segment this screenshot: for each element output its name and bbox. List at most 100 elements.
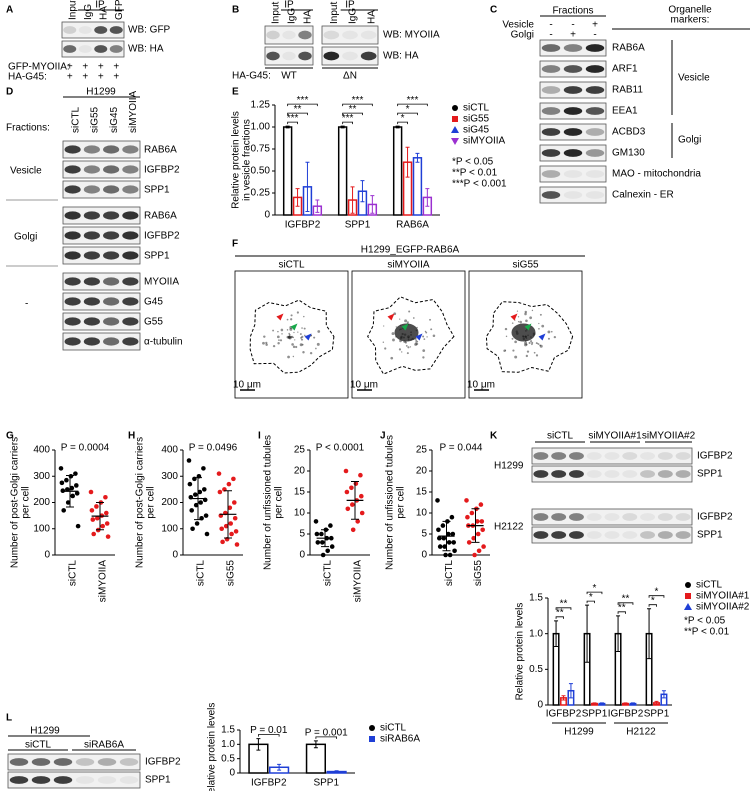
speckle: [399, 318, 401, 320]
legend-label: siCTL: [696, 580, 723, 591]
band: [622, 452, 638, 460]
speckle: [538, 327, 540, 330]
band: [585, 149, 605, 157]
error-bar: [554, 620, 559, 648]
point: [359, 510, 365, 516]
speckle: [422, 335, 425, 338]
arrow: [290, 323, 298, 331]
x-tick-label: SPP1: [345, 220, 371, 231]
point: [201, 466, 206, 471]
band: [83, 337, 100, 346]
band: [551, 531, 567, 539]
point: [465, 514, 470, 520]
legend-label: siMYOIIA: [463, 136, 506, 147]
speckle: [528, 341, 531, 345]
x-tick-label: SPP1: [313, 778, 339, 789]
y-tick-label: 5: [421, 529, 427, 540]
condition-sign: +: [67, 62, 73, 73]
speckle: [281, 333, 283, 335]
condition-sign: -: [549, 20, 552, 31]
cell-line: H1299: [30, 726, 60, 737]
panel-letter: J: [380, 431, 386, 442]
speckle: [512, 349, 515, 352]
speckle: [303, 315, 305, 318]
point: [350, 527, 356, 533]
ip-label: IP: [95, 0, 105, 11]
point: [220, 539, 225, 545]
error-bar: [305, 161, 310, 212]
y-tick-label: 20: [294, 466, 306, 477]
speckle: [424, 330, 427, 333]
speckle: [392, 338, 395, 342]
blot-label: IGFBP2: [145, 757, 181, 768]
y-axis-label: Number of unfissioned tubules: [263, 435, 274, 570]
x-tick-label: IGFBP2: [285, 220, 321, 231]
band: [604, 513, 620, 521]
band: [568, 470, 584, 478]
band: [64, 211, 81, 220]
significance-bracket: [287, 121, 298, 125]
point: [189, 508, 194, 513]
y-tick-label: 1.0: [529, 628, 543, 639]
speckle: [529, 316, 533, 320]
legend-label: siMYOIIA#2: [696, 602, 750, 613]
band: [75, 758, 95, 766]
y-axis-label: per cell: [396, 486, 407, 518]
point: [437, 535, 442, 541]
arrow: [276, 313, 284, 321]
band: [640, 531, 656, 539]
blot: [531, 447, 693, 465]
speckle: [422, 349, 426, 352]
point: [440, 523, 446, 528]
speckle: [422, 356, 425, 359]
blot-label: α-tubulin: [144, 337, 183, 348]
blot-label: MAO - mitochondria: [612, 169, 701, 180]
y-tick-label: 0: [299, 550, 305, 561]
lane-label: HA: [366, 10, 377, 24]
band: [103, 277, 120, 286]
band: [585, 170, 605, 178]
error-bar: [370, 195, 375, 214]
y-axis-label: in vesicle fractions: [242, 119, 253, 201]
y-tick-label: 0: [44, 550, 50, 561]
blot-label: G55: [144, 317, 163, 328]
lane-label: GFP: [114, 0, 125, 20]
blot-label: GM130: [612, 148, 645, 159]
blot-label: WB: HA: [128, 44, 164, 55]
y-tick-label: 10: [416, 508, 428, 519]
band: [585, 65, 605, 73]
lane-label: Input: [67, 0, 78, 20]
point: [479, 519, 485, 524]
significance-label: ***: [407, 95, 419, 106]
error-bar: [654, 700, 659, 705]
point: [90, 517, 96, 522]
speckle: [407, 346, 410, 349]
panel-letter: E: [232, 87, 239, 98]
blot: [264, 25, 314, 45]
speckle: [517, 321, 520, 323]
arrow: [415, 333, 423, 341]
band: [657, 513, 673, 521]
note: *P < 0.05: [684, 616, 726, 627]
y-axis-label: Number of post-Golgi carriers: [135, 437, 146, 568]
blot-label: IGFBP2: [697, 512, 733, 523]
speckle: [292, 345, 296, 349]
lane-label: siMYOIIA#2: [642, 431, 696, 442]
golgi-signal: [511, 323, 536, 342]
speckle: [404, 341, 407, 344]
speckle: [541, 324, 545, 328]
significance-bracket: [555, 616, 564, 619]
blot: [61, 21, 125, 39]
band: [640, 513, 656, 521]
speckle: [303, 327, 306, 330]
speckle: [414, 342, 418, 346]
significance-label: *: [401, 113, 405, 124]
speckle: [550, 330, 553, 333]
y-tick-label: 0: [537, 700, 543, 711]
lane-label: IgG: [83, 4, 94, 20]
significance-label: *: [593, 583, 597, 594]
speckle: [384, 347, 387, 350]
x-tick-label: IGFBP2: [251, 778, 287, 789]
point: [219, 526, 224, 532]
